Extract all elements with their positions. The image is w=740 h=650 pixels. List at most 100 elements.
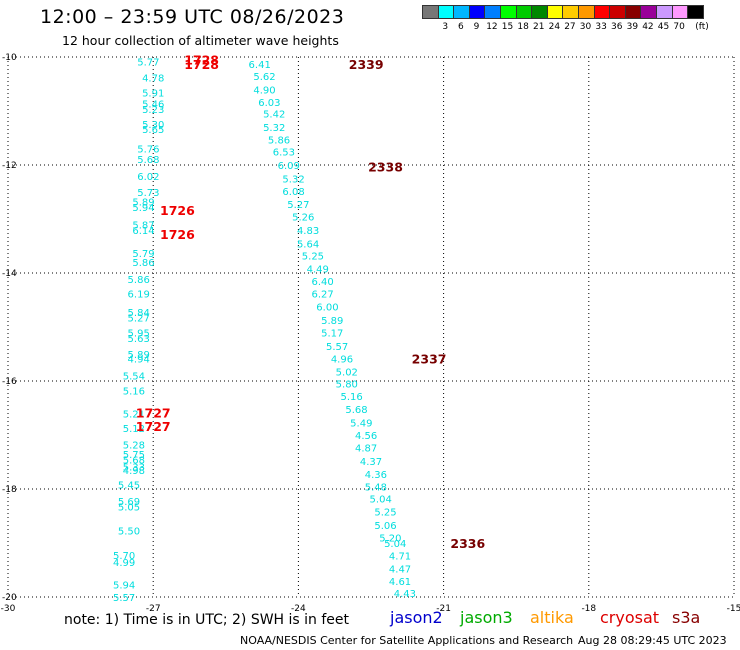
swh-value: 5.68 (123, 455, 145, 466)
swh-value: 4.56 (355, 431, 377, 442)
swh-value: 6.09 (278, 161, 300, 172)
time-label: 2336 (450, 536, 485, 551)
y-tick-label: -12 (2, 161, 17, 171)
colorbar-unit: (ft) (695, 22, 709, 32)
swh-value: 5.06 (374, 521, 396, 532)
swh-value: 5.73 (137, 188, 159, 199)
swh-value: 5.42 (263, 110, 285, 121)
swh-value: 4.98 (123, 466, 145, 477)
time-label: 2339 (349, 57, 384, 72)
x-tick-label: -27 (146, 604, 161, 614)
swh-value: 4.61 (389, 577, 411, 588)
colorbar-label: 39 (626, 22, 639, 32)
colorbar-label: 70 (673, 22, 685, 32)
swh-value: 5.27 (128, 313, 150, 324)
colorbar-label: 30 (579, 22, 592, 32)
swh-value: 5.68 (137, 155, 159, 166)
swh-value: 5.05 (118, 502, 140, 513)
legend-jason3: jason3 (460, 608, 513, 627)
swh-value: 5.46 (142, 99, 164, 110)
swh-value: 5.84 (128, 308, 150, 319)
swh-value: 5.68 (345, 405, 367, 416)
page-title: 12:00 – 23:59 UTC 08/26/2023 (40, 6, 345, 28)
swh-value: 5.33 (123, 462, 145, 473)
swh-value: 4.90 (253, 85, 275, 96)
y-tick-label: -18 (2, 485, 17, 495)
swh-value: 5.89 (128, 350, 150, 361)
x-tick-label: -21 (436, 604, 451, 614)
swh-value: 5.65 (142, 125, 164, 136)
swh-value: 5.64 (297, 239, 319, 250)
legend-s3a: s3a (672, 608, 701, 627)
swh-value: 5.16 (341, 392, 363, 403)
colorbar-label: 42 (642, 22, 654, 32)
swh-value: 5.54 (123, 372, 145, 383)
swh-value: 5.21 (123, 409, 145, 420)
swh-value: 4.78 (142, 74, 164, 85)
swh-value: 6.53 (273, 148, 295, 159)
legend-cryosat: cryosat (600, 608, 660, 627)
page-subtitle: 12 hour collection of altimeter wave hei… (62, 33, 339, 48)
time-label: 1728 (184, 53, 219, 68)
colorbar-label: 27 (564, 22, 576, 32)
colorbar-label: 15 (501, 22, 514, 32)
x-tick-label: -24 (291, 604, 306, 614)
colorbar-label: 6 (458, 22, 464, 32)
swh-value: 4.87 (355, 443, 377, 454)
credit-timestamp: Aug 28 08:29:45 UTC 2023 (578, 634, 727, 647)
swh-value: 4.36 (365, 470, 387, 481)
swh-value: 5.57 (113, 593, 135, 604)
swh-value: 6.19 (128, 290, 150, 301)
swh-value: 5.89 (321, 316, 343, 327)
swh-value: 6.02 (137, 172, 159, 183)
time-label: 2338 (368, 160, 403, 175)
x-tick-label: -18 (581, 604, 596, 614)
time-label: 2337 (412, 351, 447, 366)
swh-value: 5.28 (123, 441, 145, 452)
swh-value: 5.62 (253, 72, 275, 83)
swh-value: 5.94 (113, 581, 135, 592)
colorbar-label: 45 (657, 22, 670, 32)
swh-value: 4.99 (113, 558, 135, 569)
x-tick-label: -15 (727, 604, 740, 614)
swh-value: 5.86 (128, 275, 150, 286)
legend-altika: altika (530, 608, 574, 627)
swh-value: 5.80 (336, 380, 358, 391)
swh-value: 4.47 (389, 564, 411, 575)
swh-value: 6.40 (311, 277, 333, 288)
swh-value: 6.08 (282, 187, 304, 198)
swh-value: 5.86 (132, 258, 154, 269)
colorbar-label: 24 (548, 22, 561, 32)
swh-value: 5.45 (118, 481, 140, 492)
legend-jason2: jason2 (390, 608, 443, 627)
swh-value: 4.71 (389, 551, 411, 562)
swh-value: 4.43 (394, 589, 416, 600)
swh-value: 4.83 (297, 226, 319, 237)
swh-value: 5.48 (365, 482, 387, 493)
swh-value: 5.91 (142, 89, 164, 100)
colorbar-label: 36 (611, 22, 623, 32)
swh-value: 5.57 (326, 342, 348, 353)
swh-value: 5.86 (268, 136, 290, 147)
swh-value: 5.77 (137, 57, 159, 68)
swh-value: 5.87 (132, 220, 154, 231)
swh-value: 5.02 (336, 367, 358, 378)
time-label: 1726 (160, 203, 195, 218)
time-label: 1727 (136, 419, 171, 434)
swh-value: 5.12 (123, 424, 145, 435)
y-tick-label: -16 (2, 377, 17, 387)
swh-value: 5.89 (132, 198, 154, 209)
swh-value: 5.75 (123, 450, 145, 461)
colorbar-label: 3 (442, 22, 449, 32)
swh-value: 5.79 (132, 249, 154, 260)
colorbar-label: 21 (533, 22, 545, 32)
x-tick-label: -30 (1, 604, 16, 614)
swh-value: 4.96 (331, 354, 353, 365)
colorbar (422, 5, 704, 19)
swh-value: 5.26 (292, 212, 314, 223)
y-tick-label: -14 (2, 269, 17, 279)
swh-value: 6.03 (258, 98, 280, 109)
colorbar-label: 9 (473, 22, 480, 32)
swh-value: 5.04 (384, 539, 406, 550)
